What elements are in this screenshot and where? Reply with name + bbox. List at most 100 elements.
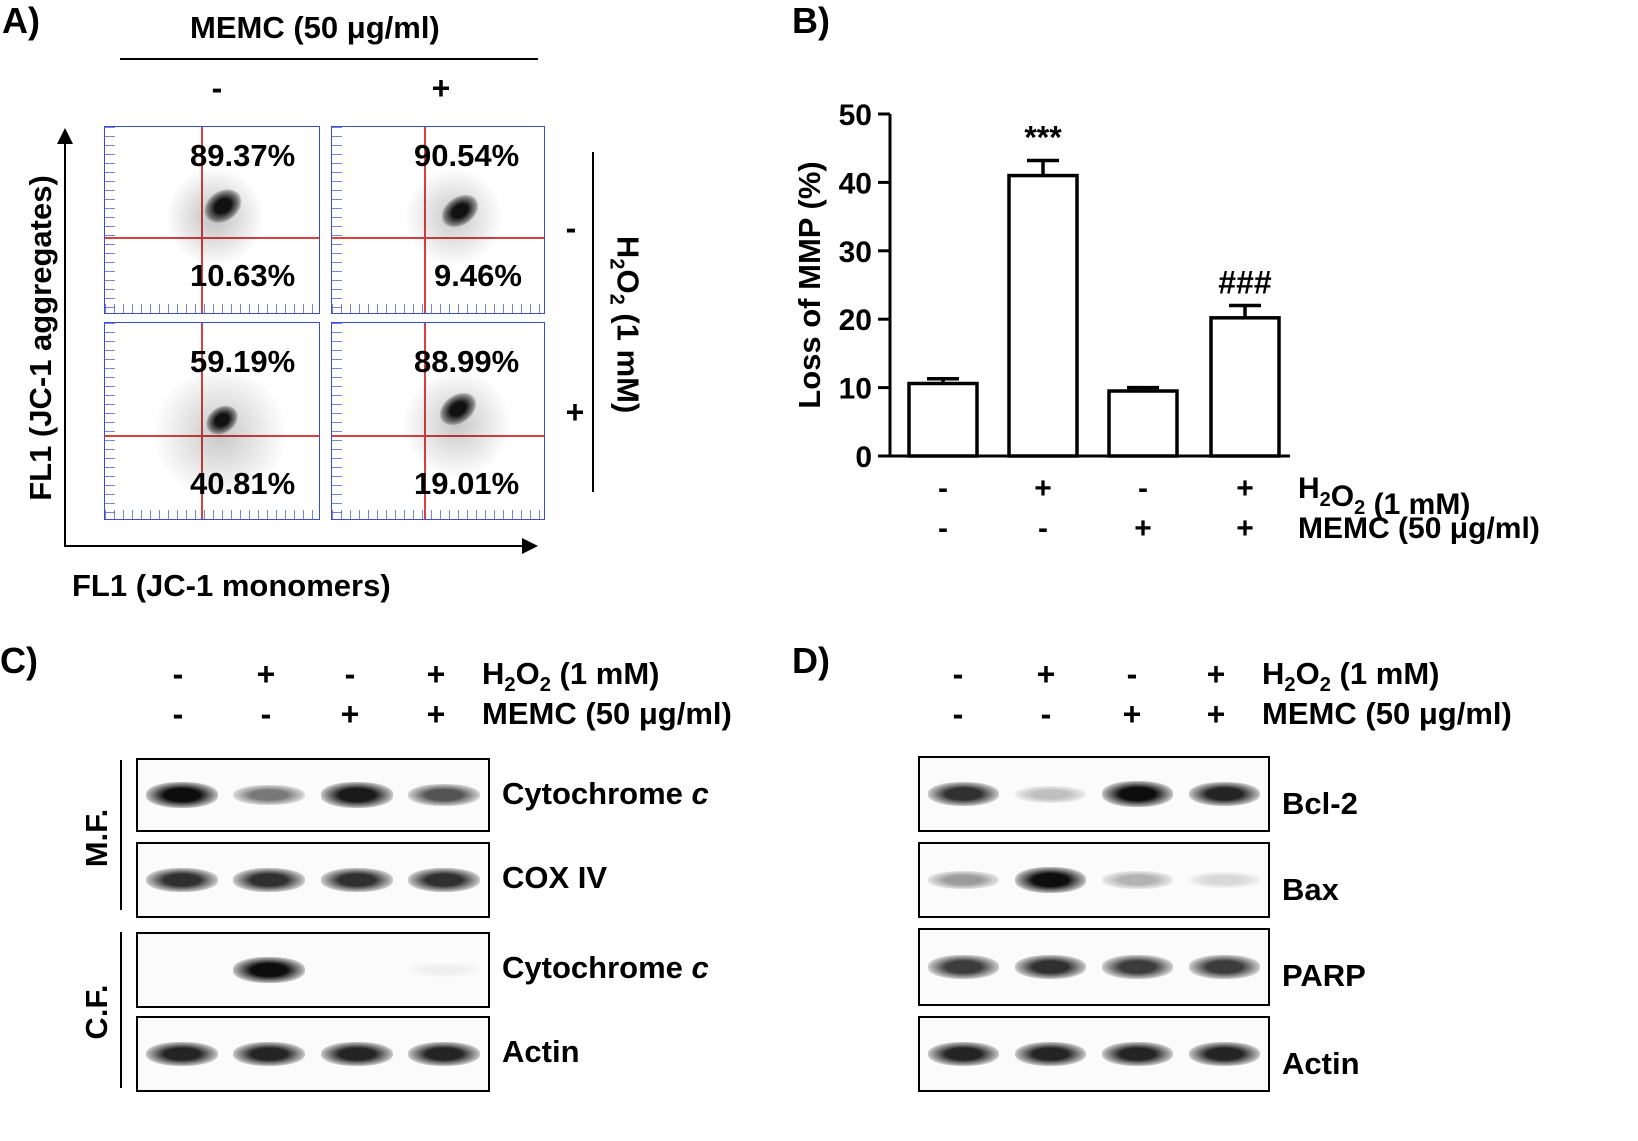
panel-c-treatment-sign: + — [426, 656, 446, 692]
panel-d-treatment-sign: + — [1206, 696, 1226, 732]
flow-plot-2-lower: 9.46% — [434, 258, 522, 293]
panel-d-protein-label: Bcl-2 — [1282, 786, 1358, 821]
panel-a-col-sign-1: - — [211, 70, 223, 106]
panel-c-protein-label: Actin — [502, 1034, 580, 1069]
panel-c-label: C) — [0, 640, 38, 681]
panel-d-band — [927, 1041, 1000, 1067]
panel-c-treatment-label: MEMC (50 μg/ml) — [482, 696, 732, 731]
chart-b-treatment-sign: - — [1138, 472, 1148, 505]
panel-b-label: B) — [792, 0, 830, 41]
flow-plot-2-upper: 90.54% — [414, 138, 520, 173]
panel-c-protein-label: COX IV — [502, 860, 608, 895]
panel-c-band — [320, 867, 393, 893]
panel-c-protein-label: Cytochrome c — [502, 950, 709, 985]
panel-c-treatment-sign: - — [260, 696, 272, 732]
chart-b-treatment-sign: + — [1236, 512, 1254, 545]
chart-b-y-tick-label: 20 — [839, 304, 872, 337]
panel-a-y-axis-label: FL1 (JC-1 aggregates) — [23, 175, 58, 501]
panel-c-band — [408, 962, 481, 978]
panel-d-blot — [918, 1016, 1270, 1092]
panel-d-treatment-sign: + — [1206, 656, 1226, 692]
chart-b-treatment-label: MEMC (50 μg/ml) — [1298, 512, 1540, 545]
panel-a-side-header: H2O2 (1 mM) — [605, 235, 646, 414]
panel-c-band — [320, 782, 393, 808]
panel-c-blot — [136, 1016, 490, 1092]
panel-d-treatment-sign: + — [1036, 656, 1056, 692]
panel-c-fraction-rule-mf — [120, 760, 122, 910]
panel-c-fraction-rule-cf — [120, 932, 122, 1088]
flow-plot-1-upper: 89.37% — [190, 138, 296, 173]
flow-plot-1 — [104, 126, 320, 314]
chart-b-significance: ### — [1218, 265, 1272, 301]
panel-c-treatment-sign: - — [172, 656, 184, 692]
panel-c-band — [408, 867, 481, 893]
panel-d-blot — [918, 842, 1270, 918]
panel-d-protein-label: PARP — [1282, 958, 1366, 993]
panel-c-protein-label: Cytochrome c — [502, 776, 709, 811]
panel-c-treatment-sign: - — [344, 656, 356, 692]
flow-plot-3 — [104, 322, 320, 520]
chart-b-treatment-sign: + — [1134, 512, 1152, 545]
panel-a-label: A) — [2, 0, 40, 41]
chart-b-bar — [1107, 389, 1179, 458]
panel-d-band — [1101, 781, 1174, 807]
panel-d-treatment-sign: + — [1122, 696, 1142, 732]
panel-c-band — [233, 784, 306, 806]
chart-b-bar — [907, 381, 979, 458]
panel-c-band — [408, 783, 481, 807]
flow-plot-1-lower: 10.63% — [190, 258, 296, 293]
panel-d-band — [1101, 955, 1174, 979]
panel-d-band — [927, 870, 1000, 890]
flow-plot-4-upper: 88.99% — [414, 344, 520, 379]
chart-b-treatment-sign: - — [938, 512, 948, 545]
panel-d-treatment-label: MEMC (50 μg/ml) — [1262, 696, 1512, 731]
panel-d-blot — [918, 928, 1270, 1006]
chart-b-significance: *** — [1024, 120, 1062, 156]
chart-b-treatment-sign: - — [1038, 512, 1048, 545]
panel-c-band — [233, 957, 306, 983]
chart-b-y-tick-label: 40 — [839, 167, 872, 200]
panel-c-fraction-mf: M.F. — [79, 808, 114, 868]
panel-c-blot — [136, 758, 490, 832]
flow-plot-2 — [331, 126, 545, 314]
panel-c-fraction-cf: C.F. — [79, 984, 114, 1040]
panel-c-treatment-sign: + — [256, 656, 276, 692]
panel-a-y-axis — [64, 142, 66, 546]
panel-d-band — [1014, 867, 1087, 893]
panel-d-treatment-sign: - — [1126, 656, 1138, 692]
chart-b: 0 10 20 30 40 50 Loss of MMP (%) *** ### - + - + H2O2… — [792, 99, 1540, 545]
panel-d-protein-label: Bax — [1282, 872, 1339, 907]
panel-d-band — [1101, 871, 1174, 889]
panel-c-blot — [136, 842, 490, 918]
chart-b-y-tick-label: 30 — [839, 236, 872, 269]
panel-c-band — [408, 1041, 481, 1067]
panel-a-row-sign-2: + — [565, 394, 585, 430]
panel-c-blot — [136, 932, 490, 1008]
panel-d-band — [1014, 785, 1087, 803]
chart-b-y-axis-label: Loss of MMP (%) — [792, 161, 827, 408]
chart-b-bar — [1007, 173, 1079, 458]
flow-plot-3-lower: 40.81% — [190, 466, 296, 501]
panel-a-side-rule — [592, 152, 594, 492]
panel-a-header-rule — [120, 58, 538, 60]
panel-a-x-axis-label: FL1 (JC-1 monomers) — [72, 568, 391, 603]
panel-c-treatment-sign: + — [426, 696, 446, 732]
panel-d-band — [927, 781, 1000, 807]
chart-b-bar — [1209, 316, 1281, 458]
panel-a-col-sign-2: + — [431, 70, 451, 106]
panel-d-band — [1014, 954, 1087, 980]
chart-b-treatment-sign: - — [938, 472, 948, 505]
panel-d-band — [1101, 1041, 1174, 1067]
panel-d-band — [1188, 1041, 1261, 1067]
panel-c-treatment-label: H2O2 (1 mM) — [482, 656, 660, 697]
panel-c-band — [233, 867, 306, 893]
flow-plot-3-upper: 59.19% — [190, 344, 296, 379]
panel-c-treatment-sign: + — [340, 696, 360, 732]
panel-a-top-header: MEMC (50 μg/ml) — [190, 10, 440, 45]
flow-plot-4 — [331, 322, 545, 520]
panel-c-band — [233, 1041, 306, 1067]
panel-d-protein-label: Actin — [1282, 1046, 1360, 1081]
chart-b-treatment-label: H2O2 (1 mM) — [1298, 472, 1470, 521]
panel-c-band — [145, 782, 218, 808]
panel-c-treatment-sign: - — [172, 696, 184, 732]
